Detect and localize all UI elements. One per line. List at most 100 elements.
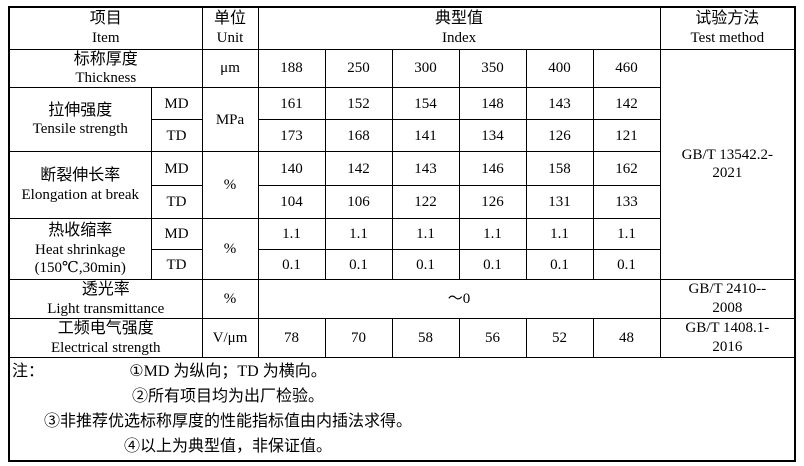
tensile-td-value-cell: 126 [525, 119, 594, 153]
elongation-md-label-cell: MD [150, 151, 203, 187]
tensile-md-value-cell: 161 [257, 87, 326, 121]
shrinkage-md-value-cell: 1.1 [592, 218, 661, 251]
header-method-en: Test method [690, 29, 765, 46]
electrical-row: 工频电气强度 Electrical strength V/μm 78 70 58… [8, 318, 796, 358]
shrinkage-md-value-cell: 1.1 [324, 218, 393, 251]
electrical-value-cell: 78 [257, 318, 326, 358]
test-method-transmittance-line2: 2008 [712, 300, 743, 317]
tensile-md-value-cell: 152 [324, 87, 393, 121]
elongation-md-value-cell: 162 [592, 151, 661, 187]
header-unit-cell: 单位 Unit [201, 6, 259, 50]
thickness-value-cell: 400 [525, 48, 594, 89]
tensile-label-cell: 拉伸强度 Tensile strength [8, 87, 152, 153]
elongation-md-value-cell: 158 [525, 151, 594, 187]
shrinkage-unit-cell: % [201, 218, 259, 281]
thickness-value-cell: 250 [324, 48, 393, 89]
thickness-value-cell: 188 [257, 48, 326, 89]
elongation-unit-cell: % [201, 151, 259, 220]
tensile-td-value-cell: 168 [324, 119, 393, 153]
shrinkage-td-value-cell: 0.1 [525, 249, 594, 281]
electrical-label-en: Electrical strength [50, 339, 161, 356]
elongation-td-value-cell: 104 [257, 185, 326, 220]
test-method-group1-cell: GB/T 13542.2- 2021 [659, 48, 796, 281]
shrinkage-md-value-cell: 1.1 [391, 218, 460, 251]
header-index-zh: 典型值 [435, 10, 484, 28]
test-method-electrical-line2: 2016 [712, 339, 743, 356]
header-item-cell: 项目 Item [8, 6, 203, 50]
elongation-md-row: 断裂伸长率 Elongation at break MD % 140 142 1… [8, 151, 795, 220]
thickness-label-zh: 标称厚度 [73, 50, 138, 68]
header-method-zh: 试验方法 [695, 10, 760, 28]
notes-label: 注： [12, 363, 45, 381]
transmittance-row: 透光率 Light transmittance % ～0 GB/T 2410--… [8, 279, 796, 320]
notes-row: 注： ①MD 为纵向；TD 为横向。 ②所有项目均为出厂检验。 ③非推荐优选标称… [8, 356, 796, 462]
thickness-value-cell: 460 [592, 48, 661, 89]
test-method-group1-line1: GB/T 13542.2- [681, 146, 774, 163]
shrinkage-label-en: Heat shrinkage [35, 241, 126, 258]
shrinkage-td-value-cell: 0.1 [592, 249, 661, 281]
shrinkage-label-condition: (150℃,30min) [34, 260, 126, 277]
shrinkage-td-value-cell: 0.1 [458, 249, 527, 281]
shrinkage-md-label-cell: MD [150, 218, 203, 251]
elongation-td-value-cell: 133 [592, 185, 661, 220]
tensile-md-value-cell: 142 [592, 87, 661, 121]
elongation-md-value-cell: 140 [257, 151, 326, 187]
elongation-td-row: TD 104 106 122 126 131 133 [9, 185, 795, 220]
transmittance-value-cell: ～0 [257, 279, 661, 320]
elongation-td-label-cell: TD [150, 185, 203, 220]
tensile-td-label-cell: TD [150, 119, 203, 153]
thickness-label-en: Thickness [75, 70, 137, 87]
header-index-cell: 典型值 Index [257, 6, 661, 50]
shrinkage-label-zh: 热收缩率 [48, 222, 113, 240]
elongation-label-zh: 断裂伸长率 [40, 167, 121, 185]
electrical-value-cell: 48 [592, 318, 661, 358]
shrinkage-label-cell: 热收缩率 Heat shrinkage (150℃,30min) [8, 218, 152, 281]
tensile-unit-cell: MPa [201, 87, 259, 153]
test-method-electrical-cell: GB/T 1408.1- 2016 [659, 318, 796, 358]
shrinkage-td-row: TD 0.1 0.1 0.1 0.1 0.1 0.1 [9, 249, 795, 281]
tensile-md-value-cell: 143 [525, 87, 594, 121]
shrinkage-md-value-cell: 1.1 [257, 218, 326, 251]
tensile-td-value-cell: 173 [257, 119, 326, 153]
note-line-2: ②所有项目均为出厂检验。 [132, 388, 325, 406]
notes-block: 注： ①MD 为纵向；TD 为横向。 ②所有项目均为出厂检验。 ③非推荐优选标称… [12, 359, 792, 459]
shrinkage-md-row: 热收缩率 Heat shrinkage (150℃,30min) MD % 1.… [8, 218, 795, 281]
shrinkage-md-value-cell: 1.1 [458, 218, 527, 251]
transmittance-label-en: Light transmittance [47, 300, 165, 317]
shrinkage-td-value-cell: 0.1 [324, 249, 393, 281]
electrical-value-cell: 58 [391, 318, 460, 358]
electrical-value-cell: 52 [525, 318, 594, 358]
header-unit-en: Unit [216, 29, 244, 46]
test-method-group1-line2: 2021 [712, 165, 743, 182]
notes-lines: ①MD 为纵向；TD 为横向。 ②所有项目均为出厂检验。 ③非推荐优选标称厚度的… [44, 359, 412, 459]
thickness-value-cell: 300 [391, 48, 460, 89]
electrical-unit-cell: V/μm [201, 318, 259, 358]
tensile-md-row: 拉伸强度 Tensile strength MD MPa 161 152 154… [8, 87, 795, 153]
elongation-label-en: Elongation at break [21, 186, 139, 203]
elongation-md-value-cell: 143 [391, 151, 460, 187]
elongation-td-value-cell: 126 [458, 185, 527, 220]
electrical-value-cell: 70 [324, 318, 393, 358]
electrical-value-cell: 56 [458, 318, 527, 358]
tensile-td-value-cell: 134 [458, 119, 527, 153]
header-unit-zh: 单位 [214, 10, 247, 28]
transmittance-unit-cell: % [201, 279, 259, 320]
header-index-en: Index [441, 29, 477, 46]
electrical-label-zh: 工频电气强度 [57, 320, 154, 338]
thickness-value-cell: 350 [458, 48, 527, 89]
header-item-zh: 项目 [89, 10, 122, 28]
tensile-md-value-cell: 148 [458, 87, 527, 121]
test-method-electrical-line1: GB/T 1408.1- [685, 320, 770, 337]
elongation-label-cell: 断裂伸长率 Elongation at break [8, 151, 152, 220]
transmittance-label-zh: 透光率 [81, 281, 130, 299]
tensile-td-value-cell: 141 [391, 119, 460, 153]
tensile-label-en: Tensile strength [32, 121, 128, 138]
note-line-4: ④以上为典型值，非保证值。 [124, 438, 333, 456]
test-method-transmittance-line1: GB/T 2410-- [688, 281, 767, 298]
thickness-row: 标称厚度 Thickness μm 188 250 300 350 400 46… [8, 48, 796, 281]
tensile-md-value-cell: 154 [391, 87, 460, 121]
test-method-transmittance-cell: GB/T 2410-- 2008 [659, 279, 796, 320]
elongation-md-value-cell: 142 [324, 151, 393, 187]
thickness-label-cell: 标称厚度 Thickness [8, 48, 203, 89]
